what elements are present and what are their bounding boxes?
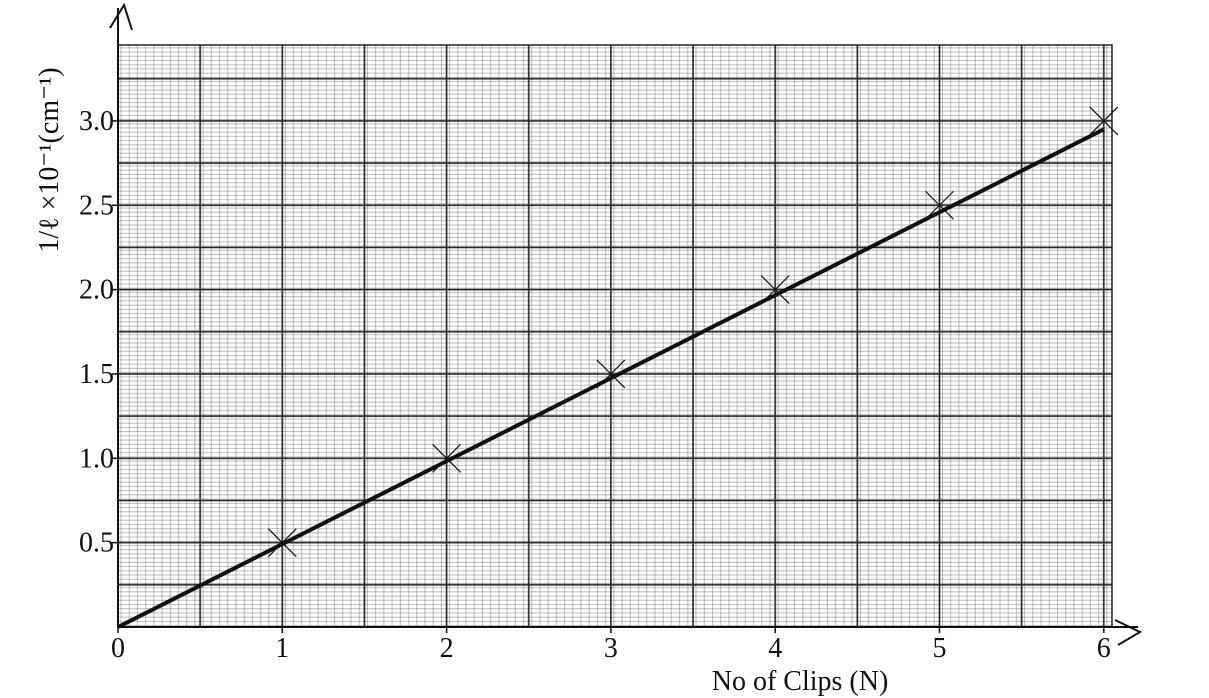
y-axis-label: 1/ℓ ×10⁻¹(cm⁻¹) (34, 67, 65, 252)
graph-paper (117, 44, 1113, 628)
y-tick-label: 2.5 (79, 190, 114, 221)
data-point (760, 275, 790, 305)
data-point (925, 190, 954, 220)
x-tick-label: 4 (768, 633, 782, 664)
x-tick-label: 6 (1097, 633, 1111, 664)
data-point (267, 528, 297, 558)
x-axis-label: No of Clips (N) (712, 666, 889, 697)
y-tick-label: 3.0 (79, 106, 114, 137)
y-tick-label: 1.5 (79, 359, 114, 390)
data-point (596, 359, 626, 389)
data-point (1089, 106, 1119, 136)
x-tick-label: 1 (275, 633, 289, 664)
fit-line (117, 127, 1105, 629)
y-tick-label: 2.0 (79, 275, 114, 306)
y-tick-label: 0.5 (79, 528, 114, 559)
y-axis (109, 2, 133, 627)
data-point (432, 443, 462, 473)
x-axis (118, 619, 1143, 646)
x-tick-label: 2 (440, 633, 454, 664)
x-tick-label: 3 (604, 633, 618, 664)
y-tick-label: 1.0 (79, 443, 114, 474)
x-tick-label: 0 (111, 633, 125, 664)
x-tick-label: 5 (932, 633, 946, 664)
